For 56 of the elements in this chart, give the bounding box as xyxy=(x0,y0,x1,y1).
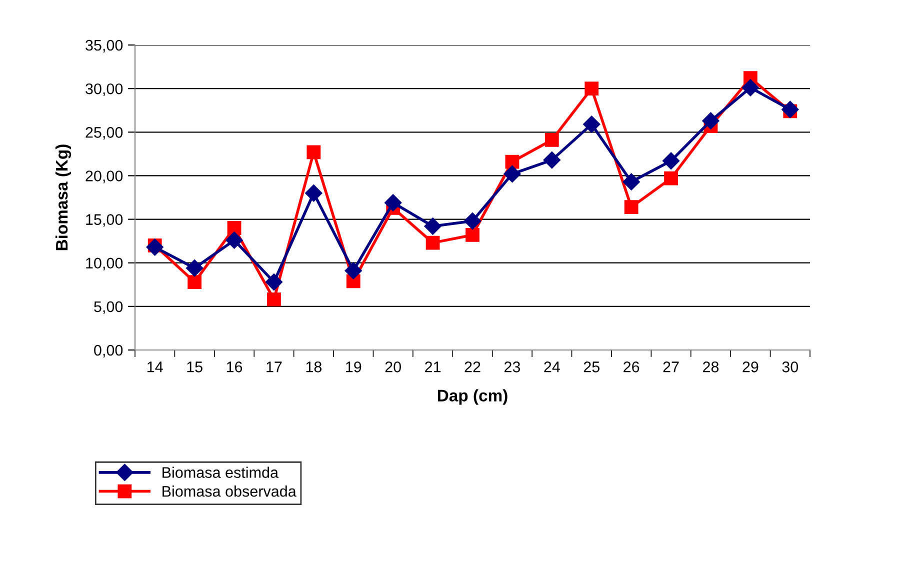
y-tick-label: 20,00 xyxy=(86,170,123,184)
point xyxy=(624,200,638,214)
point xyxy=(466,228,480,242)
x-tick-label: 27 xyxy=(663,362,679,372)
point xyxy=(662,152,680,170)
x-tick-label: 19 xyxy=(346,362,362,372)
x-tick-label: 17 xyxy=(266,362,282,372)
x-tick-label: 15 xyxy=(187,362,202,372)
point xyxy=(146,238,164,256)
x-tick-label: 16 xyxy=(226,362,242,372)
x-tick-label: 22 xyxy=(464,362,480,372)
x-tick-label: 14 xyxy=(148,362,163,372)
x-axis-title: Dap (cm) xyxy=(438,389,508,405)
y-tick-label: 15,00 xyxy=(86,214,123,227)
x-tick-label: 24 xyxy=(544,362,560,372)
point xyxy=(226,232,243,249)
point xyxy=(782,100,799,118)
y-tick-label: 0,00 xyxy=(94,344,123,358)
x-tick-label: 29 xyxy=(742,362,758,372)
point xyxy=(267,292,281,306)
y-tick-label: 25,00 xyxy=(86,127,123,140)
point xyxy=(384,194,402,212)
y-axis-title: Biomasa (Kg) xyxy=(55,144,72,250)
point xyxy=(424,218,442,235)
point xyxy=(664,171,678,186)
point xyxy=(306,145,321,160)
point xyxy=(464,212,482,230)
point xyxy=(702,112,720,130)
point xyxy=(543,151,560,169)
point xyxy=(622,173,640,190)
y-tick-label: 5,00 xyxy=(94,301,123,314)
point xyxy=(344,262,362,280)
y-tick-label: 35,00 xyxy=(86,40,123,52)
x-tick-label: 28 xyxy=(703,362,719,372)
x-tick-label: 21 xyxy=(425,362,441,372)
x-tick-label: 23 xyxy=(504,362,520,372)
point xyxy=(504,165,521,183)
point xyxy=(188,275,202,289)
x-tick-label: 26 xyxy=(624,362,640,372)
x-tick-label: 20 xyxy=(385,362,401,372)
x-tick-label: 25 xyxy=(584,362,600,372)
point xyxy=(186,260,204,277)
point xyxy=(265,273,283,291)
point xyxy=(227,221,242,235)
legend-label: Biomasa estimda xyxy=(162,466,279,478)
point xyxy=(544,133,559,147)
legend-label: Biomasa observada xyxy=(162,486,296,497)
x-tick-label: 30 xyxy=(782,362,798,372)
y-tick-label: 10,00 xyxy=(86,258,123,270)
point xyxy=(742,79,759,96)
point xyxy=(426,236,440,250)
point xyxy=(583,116,600,133)
x-tick-label: 18 xyxy=(306,362,322,372)
point xyxy=(305,184,322,202)
y-tick-label: 30,00 xyxy=(86,83,123,96)
point xyxy=(584,82,599,96)
